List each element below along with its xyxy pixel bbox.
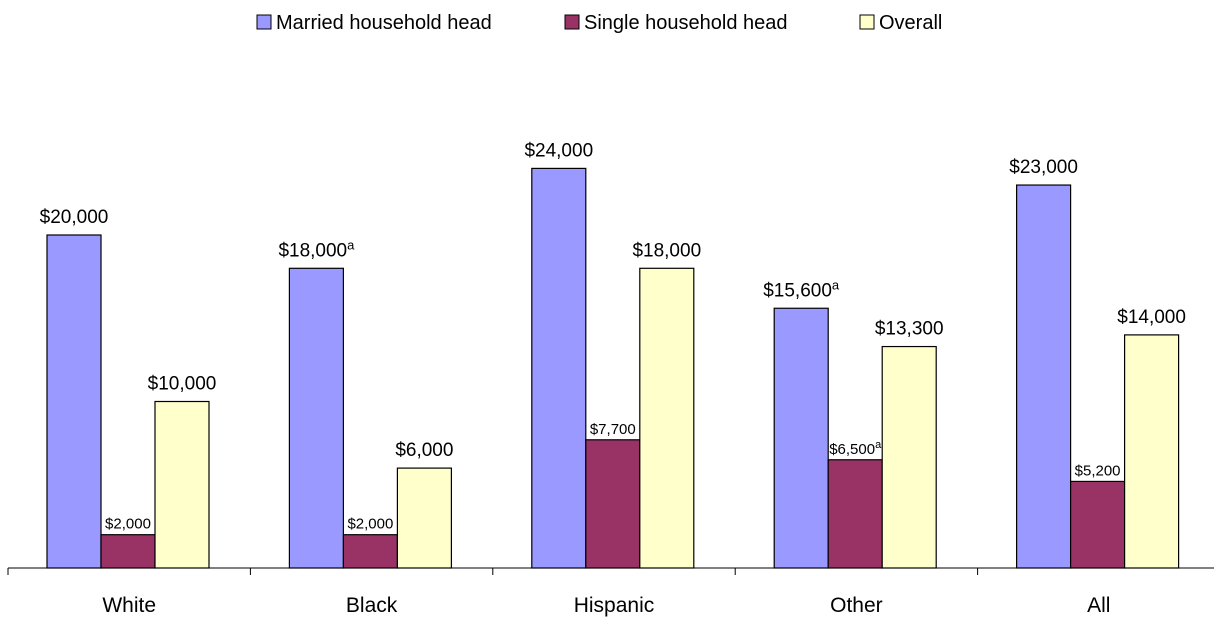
value-label-all-series-3: $14,000 [1117,307,1186,328]
bar-black-series-3 [396,467,452,569]
footnote-marker: a [347,237,355,252]
category-label-black: Black [346,594,398,617]
footnote-marker: a [832,277,840,292]
value-label-white-series-1: $20,000 [40,207,109,228]
bar-hispanic-series-2 [585,439,641,569]
category-label-white: White [102,594,156,617]
legend: Married household head Single household h… [256,12,942,34]
value-label-other-series-1: $15,600a [763,277,840,302]
bar-black-series-1 [288,267,344,569]
legend-swatch-1 [256,14,272,30]
category-label-other: Other [830,594,883,617]
value-label-all-series-1: $23,000 [1009,157,1078,178]
value-label-black-series-3: $6,000 [395,440,453,461]
bar-black-series-2 [342,534,398,569]
bar-other-series-2 [827,459,883,569]
bar-hispanic-series-3 [639,267,695,569]
bar-all-series-2 [1069,480,1126,569]
value-label-black-series-1: $18,000a [278,237,355,262]
bar-hispanic-series-1 [531,167,587,569]
value-label-black-series-2: $2,000 [347,516,393,533]
bars-group [46,167,1180,569]
value-label-other-series-2: $6,500a [829,439,882,458]
legend-swatch-2 [564,14,580,30]
bar-white-series-1 [46,234,102,569]
value-label-hispanic-series-2: $7,700 [590,421,636,438]
legend-swatch-3 [859,14,875,30]
category-label-all: All [1087,594,1110,617]
value-labels-group: $20,000$2,000$10,000$18,000a$2,000$6,000… [40,140,1186,532]
value-label-other-series-3: $13,300 [875,319,944,340]
value-label-hispanic-series-1: $24,000 [524,140,593,161]
bar-other-series-1 [773,307,829,569]
legend-label-3: Overall [879,12,942,34]
bar-all-series-1 [1015,184,1072,569]
category-labels-group: White Black Hispanic Other All [102,594,1110,617]
legend-label-2: Single household head [584,12,788,34]
value-label-white-series-2: $2,000 [105,516,151,533]
bar-white-series-2 [100,534,156,569]
x-axis [7,567,1214,575]
bar-white-series-3 [154,400,210,569]
bar-other-series-3 [881,345,937,569]
value-label-all-series-2: $5,200 [1075,462,1121,479]
bar-all-series-3 [1123,334,1180,569]
value-label-white-series-3: $10,000 [148,374,217,395]
category-label-hispanic: Hispanic [574,594,655,617]
legend-label-1: Married household head [276,12,492,34]
value-label-hispanic-series-3: $18,000 [632,240,701,261]
footnote-marker: a [875,439,882,451]
